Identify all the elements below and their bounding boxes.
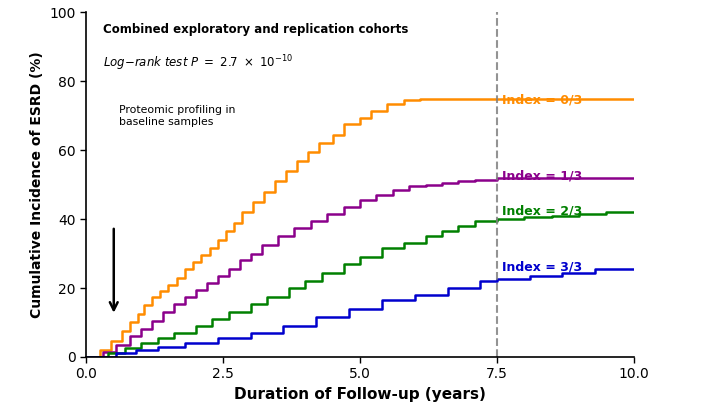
Text: Index = 3/3: Index = 3/3: [503, 261, 582, 274]
Text: Index = 2/3: Index = 2/3: [503, 204, 582, 217]
Text: Proteomic profiling in
baseline samples: Proteomic profiling in baseline samples: [120, 105, 235, 127]
Text: Combined exploratory and replication cohorts: Combined exploratory and replication coh…: [103, 23, 408, 36]
Text: Index = 1/3: Index = 1/3: [503, 170, 582, 183]
Text: Index = 0/3: Index = 0/3: [503, 94, 582, 107]
Y-axis label: Cumulative Incidence of ESRD (%): Cumulative Incidence of ESRD (%): [30, 51, 44, 318]
X-axis label: Duration of Follow-up (years): Duration of Follow-up (years): [234, 387, 486, 402]
Text: $\mathit{Log}$$\mathit{-rank\ test\ P}$$\mathit{\ =\ 2.7\ \times\ 10^{-10}}$: $\mathit{Log}$$\mathit{-rank\ test\ P}$$…: [103, 54, 293, 73]
